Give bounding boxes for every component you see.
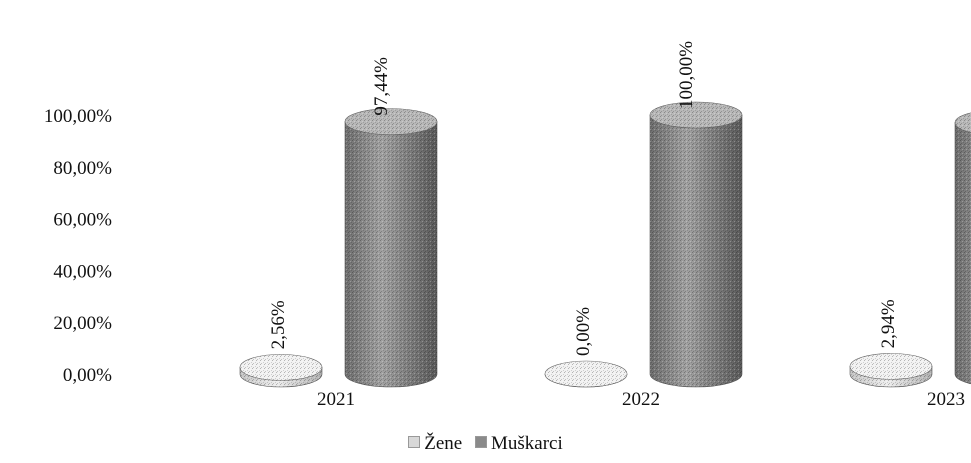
cylinder-texture: [650, 115, 742, 387]
legend-item-muskarci: Muškarci: [474, 433, 563, 455]
legend-label-zene: Žene: [424, 433, 463, 454]
y-tick-label: 60,00%: [53, 210, 112, 231]
data-label: 0,00%: [573, 307, 594, 356]
cylinder-top-texture: [850, 353, 932, 380]
y-tick-label: 80,00%: [53, 158, 112, 179]
data-label: 97,44%: [371, 57, 392, 116]
cylinder-bar: [954, 112, 971, 385]
cylinder-texture: [955, 122, 971, 384]
legend-swatch-zene: [408, 436, 421, 448]
y-tick-label: 20,00%: [53, 313, 112, 334]
cylinder-top-texture: [240, 354, 322, 381]
cylinder-bar: [239, 354, 323, 388]
cylinder-top-texture: [955, 112, 971, 133]
data-label: 2,94%: [878, 299, 899, 348]
y-axis: 0,00% 20,00% 40,00% 60,00% 80,00% 100,00%: [44, 106, 112, 386]
cylinder-bar: [344, 108, 438, 388]
data-label: 100,00%: [676, 41, 697, 109]
y-tick-label: 0,00%: [63, 365, 112, 386]
cylinder-texture: [345, 121, 437, 387]
cylinder-top-texture: [545, 361, 627, 387]
legend-label-muskarci: Muškarci: [490, 433, 563, 454]
legend-item-zene: Žene: [408, 433, 462, 455]
x-tick-label: 2023: [927, 389, 965, 410]
bars: [239, 101, 971, 388]
cylinder-bar: [544, 360, 628, 388]
cylinder-top-texture: [345, 108, 437, 135]
x-tick-label: 2021: [317, 389, 355, 410]
data-label: 2,56%: [268, 300, 289, 349]
cylinder-bar: [649, 101, 743, 388]
cylinder-bar: [849, 353, 933, 388]
legend: Žene Muškarci: [0, 433, 971, 455]
y-tick-label: 100,00%: [44, 106, 112, 127]
legend-swatch-muskarci: [474, 436, 487, 448]
cylinder-top-texture: [650, 102, 742, 128]
y-tick-label: 40,00%: [53, 261, 112, 282]
x-axis: 2021 2022 2023: [317, 389, 965, 410]
data-labels: 2,56%97,44%0,00%100,00%2,94%97,06%: [268, 41, 899, 356]
x-tick-label: 2022: [622, 389, 660, 410]
